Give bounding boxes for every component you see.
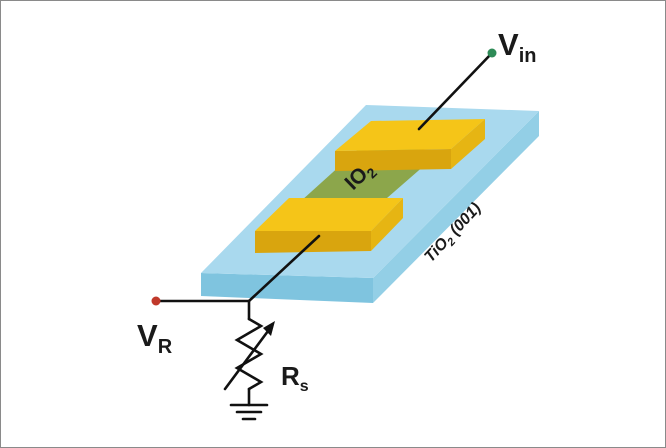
variable-arrow-shaft <box>223 325 273 391</box>
bottom-electrode-side-face <box>371 198 403 251</box>
wiring <box>154 51 494 421</box>
r-s-label: Rs <box>281 361 309 395</box>
resistor-zigzag <box>234 317 264 391</box>
top-electrode-top-face <box>335 119 485 151</box>
substrate-front-face <box>201 273 373 303</box>
bottom-electrode-top-face <box>255 198 403 231</box>
variable-arrow-head <box>263 321 275 336</box>
v-in-label: Vin <box>498 27 536 67</box>
v-r-terminal <box>151 296 161 306</box>
top-electrode <box>335 119 485 171</box>
v-in-terminal <box>487 48 497 58</box>
v-r-label: VR <box>137 318 173 358</box>
substrate-side-face <box>373 111 539 303</box>
v-in-wire <box>417 51 494 131</box>
top-electrode-side-face <box>451 119 485 169</box>
top-electrode-front-face <box>335 149 451 171</box>
bottom-contact-wire <box>247 234 321 303</box>
